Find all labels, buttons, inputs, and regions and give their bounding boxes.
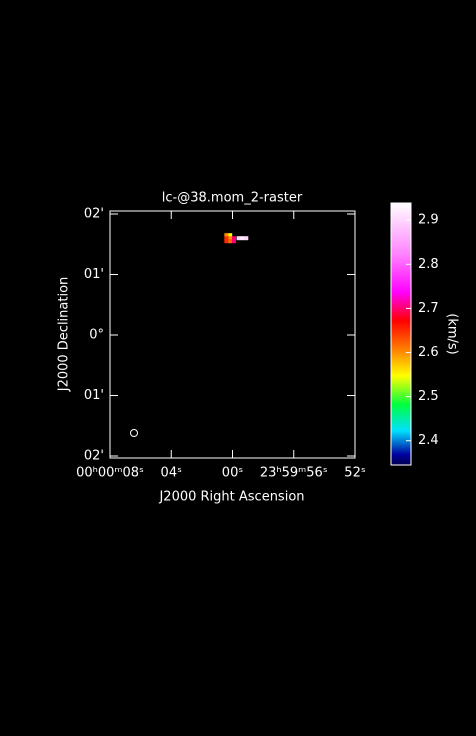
raster-pixel [232,236,237,241]
colorbar-tick-label: 2.8 [418,257,439,272]
y-tick-label: 0° [89,328,104,343]
raster-pixel [224,239,229,244]
raster-pixel [228,236,233,241]
colorbar-tick-label: 2.9 [418,213,439,228]
y-tick-label: 01' [84,388,104,403]
raster-pixel [224,233,229,238]
x-tick-label: 04ˢ [161,466,183,481]
x-axis-label: J2000 Right Ascension [158,490,304,505]
y-tick-label: 01' [84,267,104,282]
x-tick-label: 00ʰ00ᵐ08ˢ [76,466,144,481]
colorbar-tick-label: 2.7 [418,301,439,316]
chart-title: lc-@38.mom_2-raster [162,191,303,206]
colorbar-tick-label: 2.5 [418,389,439,404]
raster-pixel [244,236,249,241]
colorbar-tick-label: 2.4 [418,433,439,448]
raster-pixel [224,236,229,241]
colorbar-label: (km/s) [445,313,460,355]
raster-pixel [236,236,241,241]
x-tick-label: 00ˢ [222,466,244,481]
x-tick-label: 23ʰ59ᵐ56ˢ [260,466,328,481]
raster-pixel [228,233,233,238]
raster-pixel [240,236,245,241]
y-tick-label: 02' [84,207,104,222]
colorbar [390,202,412,466]
raster-pixel [232,239,237,244]
colorbar-tick-label: 2.6 [418,345,439,360]
y-tick-label: 02' [84,449,104,464]
raster-pixel [228,239,233,244]
x-tick-label: 52ˢ [344,466,366,481]
y-axis-label: J2000 Declination [57,277,72,393]
plot-frame [109,210,356,459]
beam [130,429,138,437]
